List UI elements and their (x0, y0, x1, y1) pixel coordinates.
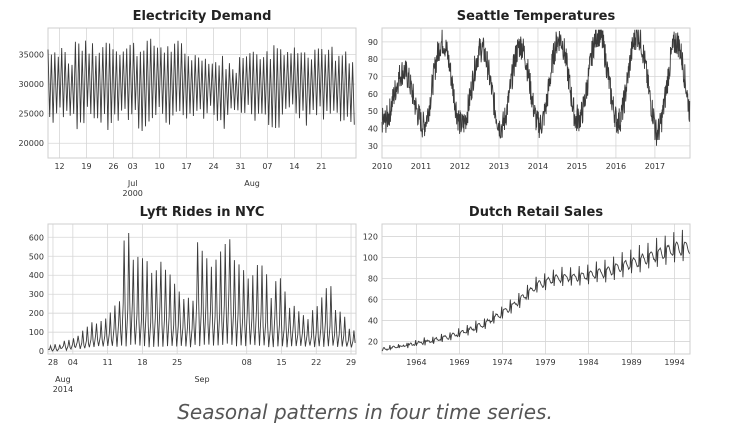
y-tick-label: 400 (29, 271, 44, 280)
y-tick-label: 600 (29, 233, 44, 242)
x-tick-label: 29 (346, 358, 356, 367)
x-tick-label: 2016 (606, 162, 626, 171)
electricity-title: Electricity Demand (133, 9, 272, 24)
x-tick-label: 2013 (489, 162, 509, 171)
x-tick-label: 08 (242, 358, 252, 367)
panel-dutch-retail-sales: Dutch Retail Sales 20 40 60 80 100 120 1964 196… (363, 205, 691, 367)
plot-frame (47, 27, 357, 159)
y-tick-label: 500 (29, 252, 44, 261)
x-tick-label: 26 (108, 162, 118, 171)
x-tick-label: 15 (276, 358, 286, 367)
x-tick-label: 1984 (578, 358, 598, 367)
x-tick-label: 2015 (567, 162, 587, 171)
y-tick-label: 50 (368, 107, 378, 116)
y-tick-label: 20 (368, 337, 378, 346)
x-tick-label: 24 (208, 162, 218, 171)
x-sub-label: 2014 (53, 385, 73, 394)
y-tick-label: 100 (29, 328, 44, 337)
y-tick-label: 60 (368, 295, 378, 304)
x-tick-label: 11 (103, 358, 113, 367)
x-sub-label: Aug (244, 179, 260, 188)
x-tick-label: 2011 (411, 162, 431, 171)
x-tick-label: 10 (155, 162, 165, 171)
x-tick-label: 2017 (645, 162, 665, 171)
x-tick-label: 17 (182, 162, 192, 171)
x-sub-label: Aug (55, 375, 71, 384)
plot-frame (47, 223, 357, 355)
y-tick-label: 200 (29, 309, 44, 318)
x-tick-label: 19 (81, 162, 91, 171)
y-tick-label: 80 (368, 275, 378, 284)
y-tick-label: 100 (363, 254, 378, 263)
x-tick-label: 25 (172, 358, 182, 367)
x-tick-label: 2014 (528, 162, 548, 171)
x-tick-label: 04 (68, 358, 78, 367)
figure: Electricity Demand 200002500030000350001… (19, 9, 691, 394)
x-tick-label: 1989 (621, 358, 641, 367)
x-sub-label: 2000 (123, 189, 143, 198)
seattle-series-line (381, 29, 691, 146)
x-tick-label: 22 (311, 358, 321, 367)
seattle-plot: 30 40 50 60 70 80 90 2010 2011 2012 2013 2014 2015 20… (368, 27, 691, 171)
x-tick-label: 2010 (372, 162, 392, 171)
y-tick-label: 0 (39, 347, 44, 356)
y-tick-label: 300 (29, 290, 44, 299)
y-tick-label: 20000 (19, 139, 44, 148)
x-tick-label: 1979 (535, 358, 555, 367)
x-tick-label: 1969 (449, 358, 469, 367)
lyft-title: Lyft Rides in NYC (140, 205, 265, 220)
x-tick-label: 1974 (492, 358, 512, 367)
y-tick-label: 25000 (19, 110, 44, 119)
x-tick-label: 12 (54, 162, 64, 171)
panel-seattle-temperatures: Seattle Temperatures 30 40 50 60 70 80 90 2010 2… (368, 9, 691, 171)
y-tick-label: 60 (368, 90, 378, 99)
figure-caption: Seasonal patterns in four time series. (177, 400, 553, 424)
dutch-series-line (381, 229, 691, 352)
y-tick-label: 40 (368, 125, 378, 134)
panel-electricity-demand: Electricity Demand 20000 25000 30000 35000 1… (19, 9, 357, 198)
x-tick-label: 07 (262, 162, 272, 171)
x-tick-label: 1994 (664, 358, 684, 367)
x-sub-label: Sep (194, 375, 209, 384)
x-sub-label: Jul (127, 179, 138, 188)
x-tick-label: 18 (137, 358, 147, 367)
dutch-title: Dutch Retail Sales (469, 205, 603, 220)
y-tick-label: 30000 (19, 80, 44, 89)
y-tick-label: 35000 (19, 51, 44, 60)
y-tick-label: 30 (368, 142, 378, 151)
dutch-plot: 20 40 60 80 100 120 1964 1969 1974 1979 1984 1989 19… (363, 223, 691, 367)
x-tick-label: 2012 (450, 162, 470, 171)
x-tick-label: 21 (316, 162, 326, 171)
y-tick-label: 70 (368, 73, 378, 82)
x-tick-label: 14 (289, 162, 299, 171)
x-tick-label: 31 (235, 162, 245, 171)
plot-frame (381, 223, 691, 355)
x-tick-label: 03 (128, 162, 138, 171)
y-tick-label: 90 (368, 38, 378, 47)
x-tick-label: 28 (48, 358, 58, 367)
plot-frame (381, 27, 691, 159)
lyft-series-line (48, 232, 356, 352)
x-tick-label: 1964 (406, 358, 426, 367)
y-tick-label: 80 (368, 55, 378, 64)
y-tick-label: 40 (368, 316, 378, 325)
lyft-plot: 0 100 200 300 400 500 600 28 04 11 18 25 08 15 22 29 Aug… (29, 223, 357, 394)
electricity-plot: 20000 25000 30000 35000 12 19 26 03 10 17 24 31 07 14… (19, 27, 357, 198)
seattle-title: Seattle Temperatures (457, 9, 616, 24)
electricity-series-line (47, 38, 355, 132)
y-tick-label: 120 (363, 233, 378, 242)
